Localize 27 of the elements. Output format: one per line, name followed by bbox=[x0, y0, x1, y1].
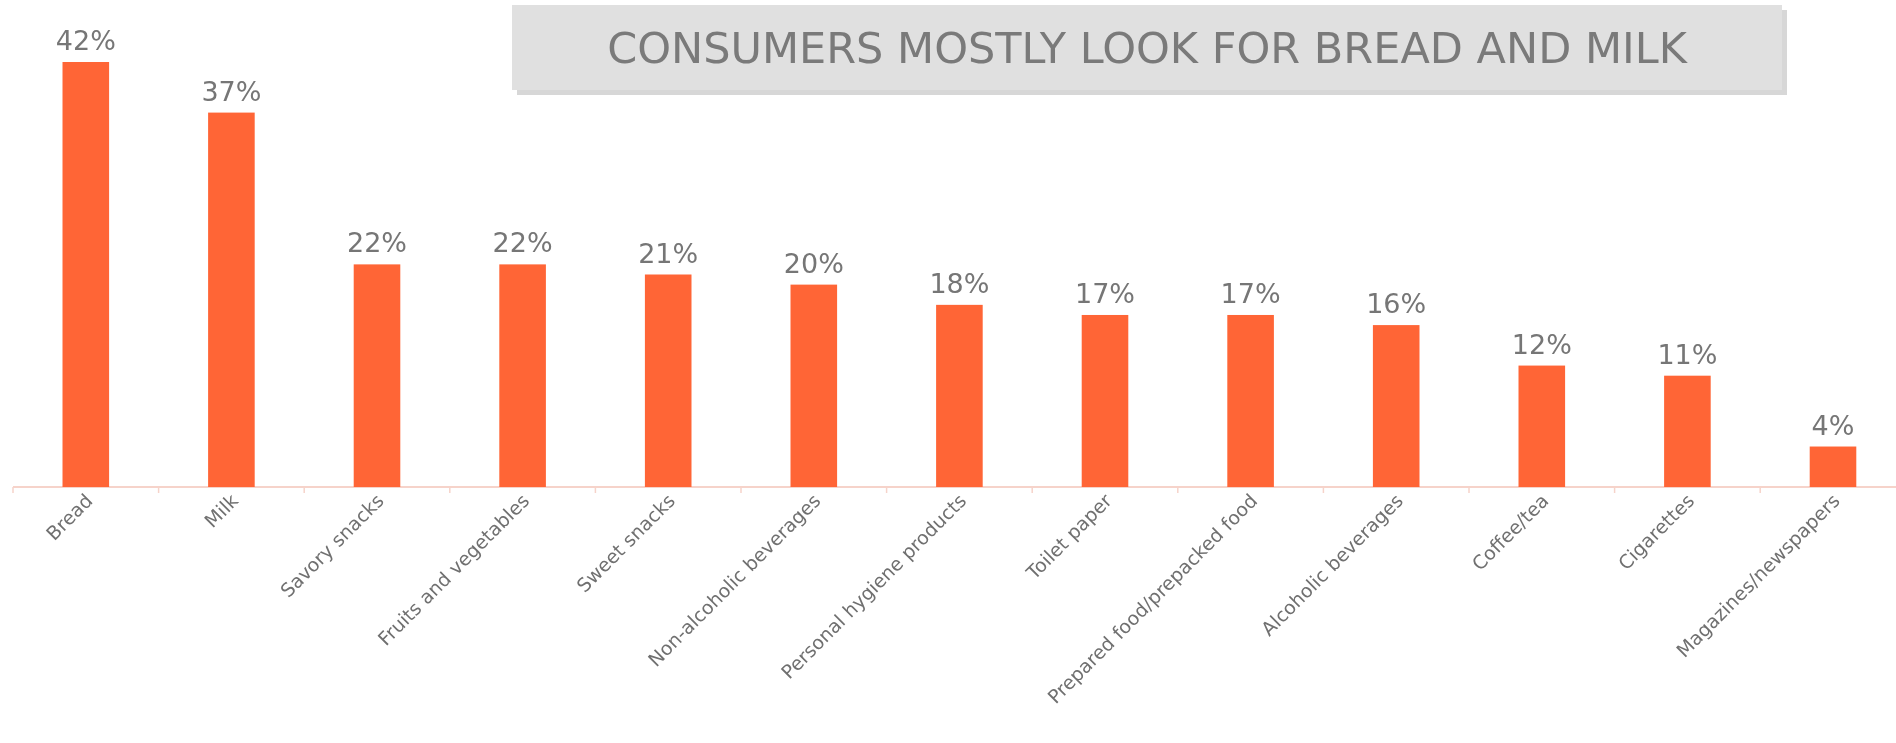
bar bbox=[1227, 314, 1274, 487]
bar bbox=[1809, 446, 1857, 487]
bar bbox=[499, 264, 546, 487]
data-label: 4% bbox=[1811, 409, 1855, 441]
bar bbox=[1664, 375, 1711, 487]
bar bbox=[208, 112, 255, 487]
data-label: 21% bbox=[638, 237, 699, 269]
data-label: 18% bbox=[929, 267, 990, 299]
data-label: 16% bbox=[1366, 288, 1427, 320]
bar bbox=[1081, 314, 1129, 487]
bar bbox=[644, 274, 692, 487]
data-label: 22% bbox=[346, 227, 408, 259]
data-label: 22% bbox=[492, 227, 553, 259]
data-label: 17% bbox=[1220, 277, 1281, 309]
chart-title: CONSUMERS MOSTLY LOOK FOR BREAD AND MILK bbox=[607, 23, 1689, 73]
data-label: 12% bbox=[1511, 328, 1572, 360]
bar bbox=[1372, 325, 1420, 487]
bar bbox=[353, 264, 401, 487]
bar bbox=[1518, 365, 1566, 487]
data-label: 20% bbox=[783, 247, 844, 279]
data-label: 37% bbox=[201, 75, 262, 107]
bar bbox=[790, 284, 838, 487]
data-label: 42% bbox=[55, 25, 116, 56]
bar bbox=[62, 62, 110, 487]
bar bbox=[936, 304, 983, 487]
data-label: 17% bbox=[1074, 277, 1136, 309]
data-label: 11% bbox=[1657, 338, 1718, 370]
